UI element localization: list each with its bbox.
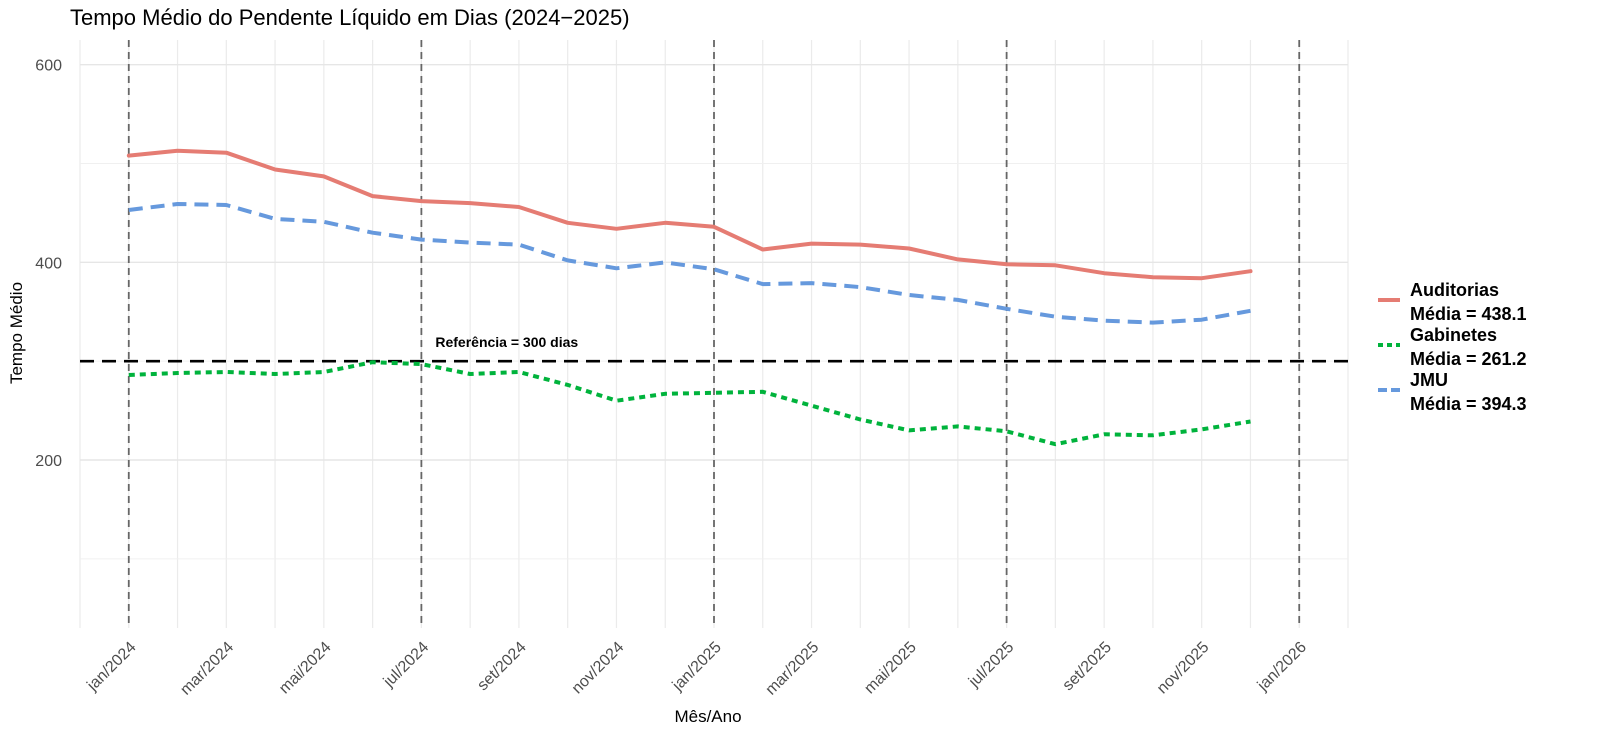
legend-mean-auditorias: Média = 438.1 xyxy=(1410,304,1527,324)
x-tick-label: mar/2024 xyxy=(177,639,237,699)
series-line-gabinetes xyxy=(128,360,1251,447)
series-lines xyxy=(126,148,1253,447)
y-axis-title: Tempo Médio xyxy=(7,282,26,384)
series-line-auditorias xyxy=(126,148,1253,281)
legend-label-auditorias: Auditorias xyxy=(1410,280,1499,300)
y-tick-label: 400 xyxy=(35,255,62,272)
series-line-jmu xyxy=(128,202,1251,325)
reference-line-group: Referência = 300 dias xyxy=(80,334,1348,363)
x-tick-label: mar/2025 xyxy=(763,639,823,699)
reference-label: Referência = 300 dias xyxy=(435,334,578,350)
legend-label-jmu: JMU xyxy=(1410,370,1448,390)
y-axis-ticks: 200 400 600 xyxy=(35,58,62,470)
x-tick-label: set/2025 xyxy=(1060,639,1115,694)
x-tick-label: mai/2024 xyxy=(276,639,335,698)
x-tick-label: jul/2024 xyxy=(380,639,432,691)
x-tick-label: mai/2025 xyxy=(861,639,920,698)
x-axis-ticks: jan/2024 mar/2024 mai/2024 jul/2024 set/2024… xyxy=(83,639,1310,699)
legend-mean-jmu: Média = 394.3 xyxy=(1410,394,1527,414)
x-tick-label: jul/2025 xyxy=(965,639,1017,691)
legend-label-gabinetes: Gabinetes xyxy=(1410,325,1497,345)
x-tick-label: jan/2026 xyxy=(1254,639,1310,695)
x-tick-label: jan/2024 xyxy=(83,639,139,695)
x-tick-label: jan/2025 xyxy=(669,639,725,695)
vertical-marker-lines xyxy=(127,40,1301,628)
x-tick-label: nov/2025 xyxy=(1154,639,1213,698)
y-tick-label: 600 xyxy=(35,58,62,75)
x-tick-label: set/2024 xyxy=(474,639,529,694)
x-axis-title: Mês/Ano xyxy=(674,707,741,726)
y-tick-label: 200 xyxy=(35,453,62,470)
legend-mean-gabinetes: Média = 261.2 xyxy=(1410,349,1527,369)
chart-title: Tempo Médio do Pendente Líquido em Dias … xyxy=(70,5,630,30)
x-tick-label: nov/2024 xyxy=(569,639,628,698)
